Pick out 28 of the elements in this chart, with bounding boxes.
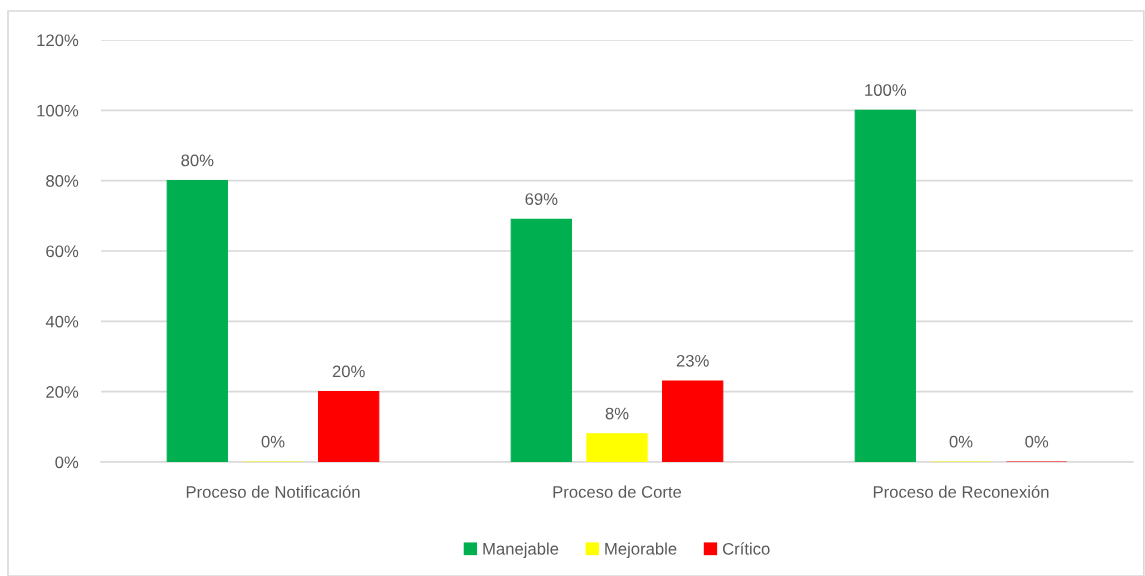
data-label: 23% <box>676 354 709 367</box>
y-tick-label: 0% <box>55 456 79 469</box>
y-tick-label: 100% <box>37 104 79 117</box>
data-label: 80% <box>181 154 214 167</box>
data-label: 0% <box>261 435 285 448</box>
data-label: 20% <box>332 365 365 378</box>
legend-label: Manejable <box>483 542 559 559</box>
bar <box>662 380 724 462</box>
data-label: 69% <box>525 193 558 205</box>
data-label: 0% <box>949 435 973 448</box>
y-tick-label: 40% <box>45 315 79 328</box>
data-label: 8% <box>605 407 629 420</box>
y-tick-label: 120% <box>37 34 79 47</box>
legend-label: Mejorable <box>605 542 677 559</box>
y-tick-label: 80% <box>46 175 79 187</box>
data-label: 0% <box>1025 435 1049 448</box>
x-tick-label: Proceso de Reconexión <box>873 485 1049 498</box>
legend-label: Crítico <box>722 542 770 555</box>
data-label: 100% <box>865 84 907 96</box>
x-tick-label: Proceso de Corte <box>553 485 682 498</box>
y-tick-label: 20% <box>46 386 79 398</box>
bar <box>510 218 572 462</box>
x-tick-label: Proceso de Notificación <box>186 485 360 498</box>
bar <box>854 109 916 462</box>
bar <box>586 433 648 462</box>
bar <box>166 180 228 462</box>
bar <box>318 391 380 462</box>
y-tick-label: 60% <box>46 245 79 258</box>
